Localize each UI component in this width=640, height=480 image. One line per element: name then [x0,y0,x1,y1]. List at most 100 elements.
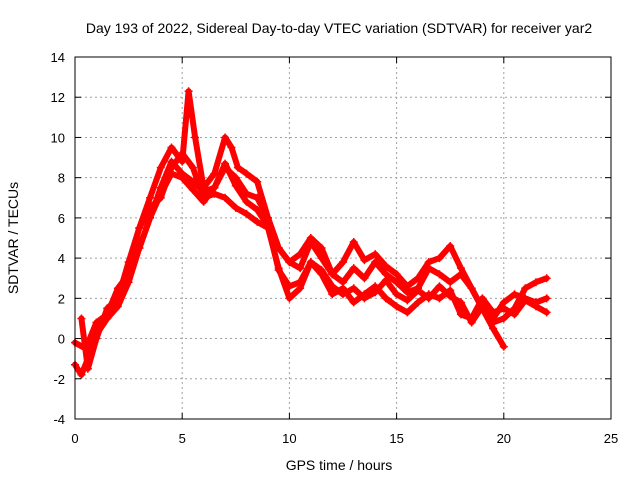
data-point [178,173,187,182]
data-point [242,209,251,218]
data-point [371,250,380,259]
data-point [467,318,476,327]
data-point [191,133,200,142]
data-point [103,304,112,313]
data-point [456,298,465,307]
data-point [328,290,337,299]
data-point [424,264,433,273]
data-point [456,310,465,319]
y-tick-label: 14 [51,50,65,65]
data-point [317,266,326,275]
data-point [135,244,144,253]
series-group [71,87,551,379]
data-point [349,264,358,273]
data-point [242,169,251,178]
x-tick-label: 25 [604,431,618,446]
data-point [113,302,122,311]
data-point [489,314,498,323]
data-point [478,294,487,303]
grid [75,57,611,419]
data-point [531,298,540,307]
data-point [381,262,390,271]
data-point [317,254,326,263]
data-point [414,298,423,307]
data-point [188,163,197,172]
data-point [77,370,86,379]
x-tick-label: 20 [497,431,511,446]
y-tick-label: -4 [53,412,65,427]
x-tick-label: 15 [389,431,403,446]
data-point [381,294,390,303]
data-point [435,270,444,279]
data-point [392,270,401,279]
data-point [371,288,380,297]
y-tick-label: 4 [58,251,65,266]
data-point [510,310,519,319]
x-tick-label: 0 [71,431,78,446]
data-point [253,205,262,214]
data-point [221,133,230,142]
data-point [146,213,155,222]
data-point [83,364,92,373]
data-point [339,290,347,299]
data-point [510,290,519,299]
data-point [253,177,262,186]
data-point [435,282,444,291]
y-tick-label: 2 [58,291,65,306]
plot-frame [74,56,612,420]
series-track-2 [71,157,551,353]
y-tick-label: 6 [58,211,65,226]
data-point [167,169,176,178]
data-point [188,185,197,194]
data-point [392,290,401,299]
data-point [467,284,476,293]
data-point [478,302,487,311]
data-point [274,266,283,275]
data-point [499,342,508,351]
data-point [285,282,294,291]
data-point [446,242,455,251]
data-point [446,278,455,287]
data-point [317,244,326,253]
data-point [328,282,337,291]
data-point [124,258,133,267]
data-point [414,286,423,295]
series-track-4 [92,159,551,339]
data-point [285,294,294,303]
data-point [542,274,551,283]
data-point [221,193,230,202]
data-point [178,149,187,158]
data-point [221,159,230,168]
data-point [227,143,236,152]
data-point [531,278,540,287]
data-point [210,169,219,178]
data-point [349,238,358,247]
data-point [446,292,455,301]
data-point [156,189,165,198]
x-tick-label: 5 [179,431,186,446]
data-point [146,193,155,202]
data-point [253,217,262,226]
y-axis-label: SDTVAR / TECUs [5,182,21,294]
data-point [499,298,508,307]
data-point [403,288,412,297]
data-point [77,314,86,323]
x-tick-label: 10 [282,431,296,446]
chart-title: Day 193 of 2022, Sidereal Day-to-day VTE… [86,20,592,36]
y-tick-label: 0 [58,332,65,347]
data-point [360,294,369,303]
data-point [135,223,144,232]
data-point [403,296,412,305]
y-tick-label: 8 [58,171,65,186]
y-tick-label: -2 [53,372,65,387]
data-point [381,276,390,285]
data-point [306,258,315,267]
data-point [306,238,315,247]
data-point [392,278,401,287]
data-point [499,314,508,323]
data-point [371,258,380,267]
data-point [349,298,358,307]
data-point [521,284,530,293]
data-point [103,314,112,323]
